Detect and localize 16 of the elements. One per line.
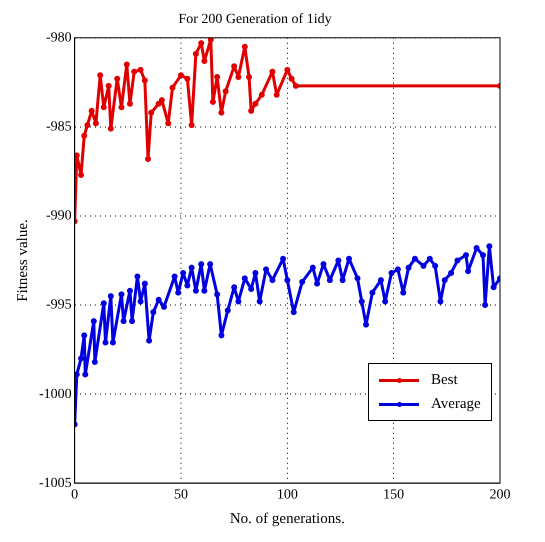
y-tick-label: -1005 [38,476,72,491]
y-tick-label: -980 [46,30,72,46]
x-tick-label: 50 [174,487,188,502]
y-tick-label: -1000 [38,386,72,402]
legend-label: Best [431,372,458,389]
x-tick-label: 100 [276,487,298,502]
x-axis-title: No. of generations. [230,510,345,527]
chart-title: For 200 Generation of 1idy [178,12,332,28]
x-tick-label: 150 [383,487,404,502]
y-tick-label: -990 [46,208,72,224]
y-tick-label: -985 [46,120,72,135]
x-tick-label: 0 [71,487,78,502]
x-tick-label: 200 [490,487,510,502]
y-tick-label: -995 [46,298,72,313]
legend-label: Average [431,396,481,413]
y-axis-title: Fitness value. [14,219,31,302]
